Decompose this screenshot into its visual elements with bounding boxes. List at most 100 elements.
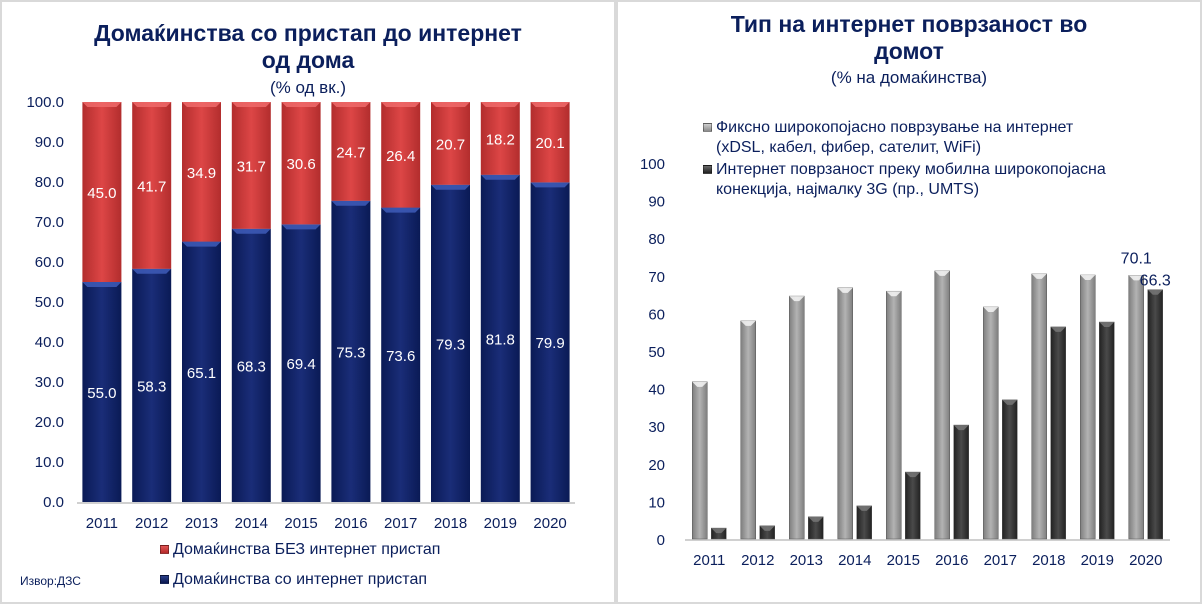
bar-bevel: [82, 282, 122, 287]
x-tick-label: 2020: [533, 515, 566, 532]
bar-bevel: [1147, 289, 1163, 295]
x-tick-label: 2013: [790, 552, 823, 569]
bar-bevel: [692, 381, 708, 387]
x-tick-label: 2016: [935, 552, 968, 569]
bar-fixed-broadband: [1031, 273, 1047, 540]
left-chart-title-line2: од дома: [261, 47, 355, 73]
bar-fixed-broadband: [934, 270, 950, 540]
bar-bevel: [281, 102, 321, 107]
bar-without-internet: [530, 102, 570, 183]
right-chart-panel: Тип на интернет поврзаност во домот (% н…: [616, 0, 1202, 604]
bar-without-internet: [231, 102, 271, 229]
data-label-without-internet: 20.7: [436, 136, 465, 153]
bar-bevel: [132, 268, 172, 274]
bar-bevel: [431, 184, 470, 190]
bar-with-internet: [331, 200, 371, 503]
legend-item-without-internet: Домаќинства БЕЗ интернет пристап: [160, 540, 440, 560]
bar-bevel: [431, 102, 470, 107]
right-chart-subtitle: (% на домаќинства): [830, 68, 988, 87]
data-label-without-internet: 18.2: [486, 131, 515, 148]
legend-label: Домаќинства со интернет пристап: [173, 571, 428, 588]
bar-with-internet: [281, 224, 321, 502]
legend-swatch-gray-icon: [703, 123, 712, 132]
data-label-with-internet: 79.9: [535, 335, 564, 352]
legend-item-with-internet: Домаќинства со интернет пристап: [160, 570, 427, 590]
x-tick-label: 2011: [693, 552, 725, 569]
y-tick-label: 80.0: [35, 174, 64, 191]
data-label: 66.3: [1140, 273, 1171, 290]
right-chart-title-line1: Тип на интернет поврзаност во: [730, 11, 1088, 37]
y-tick-label: 100: [640, 156, 665, 173]
bar-bevel: [983, 307, 999, 313]
bar-fixed-broadband: [1080, 274, 1096, 540]
y-tick-label: 90: [648, 194, 665, 211]
data-label-with-internet: 58.3: [137, 378, 166, 395]
bar-bevel: [381, 207, 421, 213]
bar-fixed-broadband: [837, 287, 853, 540]
bar-mobile-broadband: [953, 424, 969, 540]
bar-bevel: [808, 516, 824, 522]
bar-bevel: [82, 102, 122, 107]
bar-mobile-broadband: [905, 471, 921, 540]
data-label-without-internet: 30.6: [286, 156, 315, 173]
bar-bevel: [530, 102, 570, 107]
y-tick-label: 80: [648, 231, 665, 248]
data-label-without-internet: 31.7: [237, 158, 266, 175]
bar-with-internet: [530, 182, 570, 502]
data-label-without-internet: 20.1: [535, 135, 564, 152]
bar-bevel: [856, 505, 872, 511]
bar-bevel: [1050, 326, 1066, 332]
bar-mobile-broadband: [1099, 321, 1115, 540]
bar-bevel: [711, 528, 727, 534]
bar-bevel: [886, 291, 902, 297]
legend-label-line2: (xDSL, кабел, фибер, сателит, WiFi): [716, 139, 982, 156]
data-label-without-internet: 26.4: [386, 148, 415, 165]
x-tick-label: 2011: [86, 515, 118, 532]
y-tick-label: 70.0: [35, 214, 64, 231]
bar-bevel: [480, 102, 520, 107]
left-chart-title: Домаќинства со пристап до интернет од до…: [2, 20, 614, 74]
data-label-with-internet: 75.3: [336, 344, 365, 361]
bar-without-internet: [281, 102, 321, 225]
data-label-with-internet: 81.8: [486, 331, 515, 348]
legend-item-mobile-broadband: Интернет поврзаност преку мобилна широко…: [703, 160, 1106, 200]
legend-label: Интернет поврзаност преку мобилна широко…: [716, 160, 1106, 200]
y-tick-label: 20.0: [35, 414, 64, 431]
x-tick-label: 2018: [1032, 552, 1065, 569]
right-chart-title: Тип на интернет поврзаност во домот: [618, 11, 1200, 65]
x-tick-label: 2012: [135, 515, 168, 532]
bar-without-internet: [431, 102, 470, 185]
bar-fixed-broadband: [886, 290, 902, 540]
bar-bevel: [331, 200, 371, 206]
x-tick-label: 2017: [384, 515, 417, 532]
bar-with-internet: [82, 282, 122, 502]
y-tick-label: 60: [648, 306, 665, 323]
bar-mobile-broadband: [1002, 399, 1018, 540]
y-tick-label: 40.0: [35, 334, 64, 351]
bar-with-internet: [231, 228, 271, 503]
y-tick-label: 90.0: [35, 134, 64, 151]
bar-fixed-broadband: [1128, 275, 1144, 540]
x-tick-label: 2018: [434, 515, 467, 532]
left-chart-title-line1: Домаќинства со пристап до интернет: [94, 20, 522, 46]
legend-swatch-dark-icon: [703, 165, 712, 174]
x-tick-label: 2017: [984, 552, 1017, 569]
bar-bevel: [182, 241, 221, 247]
y-tick-label: 60.0: [35, 254, 64, 271]
y-tick-label: 0: [657, 532, 665, 549]
bar-bevel: [1002, 399, 1018, 405]
y-tick-label: 10: [648, 494, 665, 511]
y-tick-label: 30.0: [35, 374, 64, 391]
y-tick-label: 70: [648, 269, 665, 286]
bar-bevel: [1099, 322, 1115, 328]
bar-bevel: [281, 224, 321, 230]
legend-label-line1: Интернет поврзаност преку мобилна широко…: [716, 161, 1106, 178]
right-chart-title-line2: домот: [874, 38, 944, 64]
bar-bevel: [740, 320, 756, 326]
y-tick-label: 0.0: [43, 494, 64, 511]
right-chart-plot: 0 10 20 30 40 50 60 70 80 90 100 2011 2012 2013 2014 20…: [640, 156, 1171, 569]
left-chart-subtitle: (% од вк.): [269, 78, 347, 97]
y-tick-label: 100.0: [26, 94, 64, 111]
bar-bevel: [1031, 273, 1047, 279]
bar-with-internet: [480, 174, 520, 503]
